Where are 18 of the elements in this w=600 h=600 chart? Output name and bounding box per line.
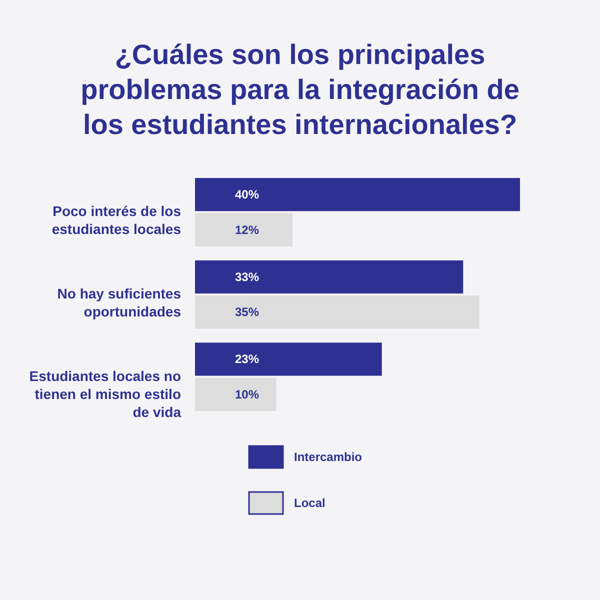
- data-label: 10%: [235, 387, 260, 402]
- chart-title: ¿Cuáles son los principales problemas para la integración de los estudiantes internacionales?: [80, 39, 520, 140]
- data-label: 35%: [235, 305, 260, 320]
- data-label: 40%: [235, 188, 260, 202]
- legend-label: Intercambio: [294, 450, 362, 464]
- data-label: 12%: [235, 222, 260, 237]
- y-tick-label: Estudiantes locales no tienen el mismo estilo de vida: [29, 368, 182, 420]
- bar: [195, 213, 292, 246]
- bar: [195, 296, 480, 329]
- data-label: 33%: [235, 270, 260, 284]
- y-tick-label: No hay suficientes oportunidades: [57, 286, 182, 320]
- bar: [195, 342, 382, 376]
- bar: [195, 178, 520, 212]
- bar: [195, 260, 464, 294]
- bar: [195, 378, 276, 411]
- data-label: 23%: [235, 352, 260, 366]
- y-tick-label: Poco interés de los estudiantes locales: [52, 203, 182, 238]
- legend-label: Local: [294, 496, 326, 510]
